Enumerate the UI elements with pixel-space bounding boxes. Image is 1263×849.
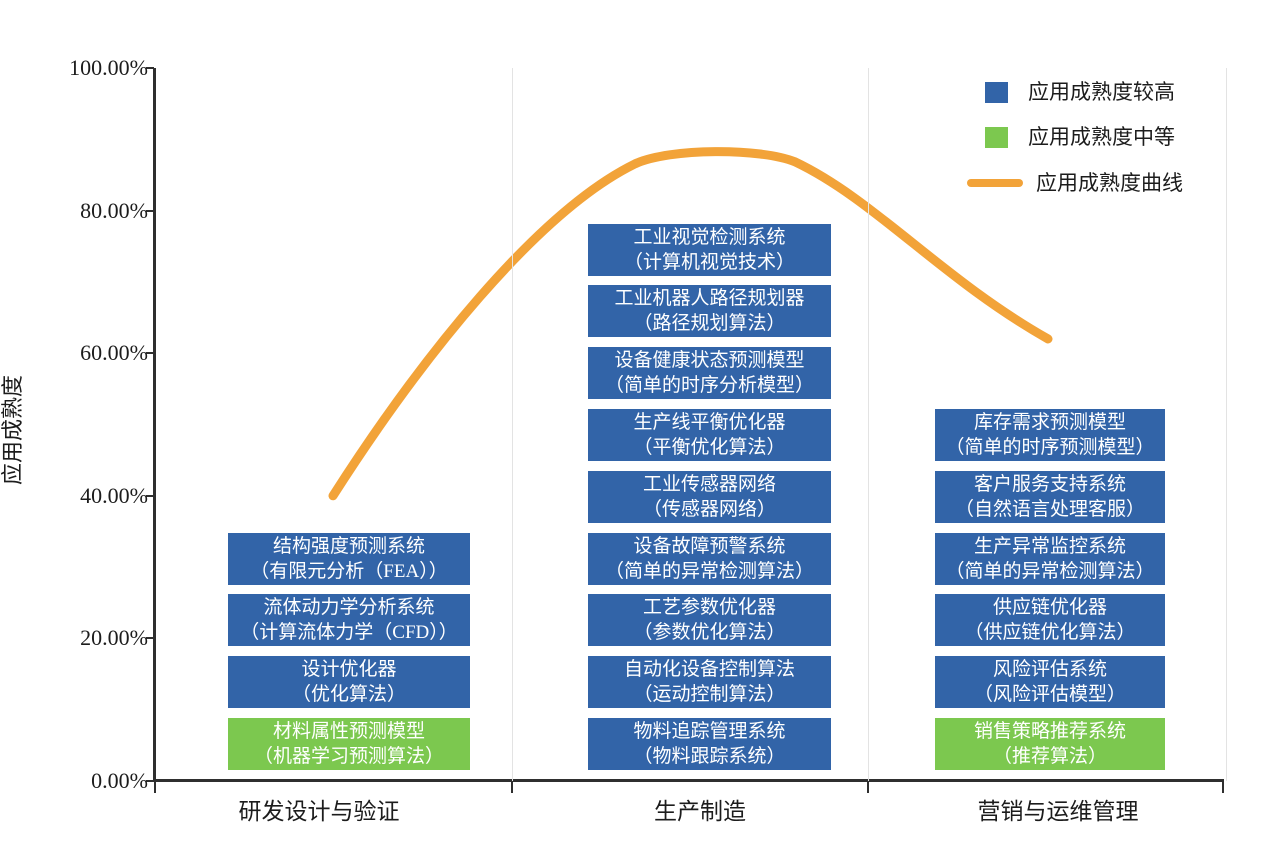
x-axis-line: [153, 779, 1224, 782]
maturity-box-subtitle: （路径规划算法）: [633, 313, 786, 335]
y-axis-line: [153, 68, 156, 781]
legend-square-swatch-icon: [985, 126, 1008, 148]
maturity-box: 工业机器人路径规划器 （路径规划算法）: [588, 285, 831, 338]
x-category-label: 营销与运维管理: [977, 799, 1139, 824]
maturity-box-subtitle: （参数优化算法）: [633, 622, 786, 644]
maturity-box: 工业传感器网络 （传感器网络）: [588, 470, 831, 523]
x-category-label: 生产制造: [654, 799, 746, 824]
maturity-box-title: 工业机器人路径规划器: [614, 288, 805, 310]
maturity-box-title: 工艺参数优化器: [642, 597, 776, 619]
maturity-box: 流体动力学分析系统 （计算流体力学（CFD））: [228, 594, 470, 647]
maturity-box: 销售策略推荐系统 （推荐算法）: [935, 718, 1165, 770]
legend-label: 应用成熟度曲线: [1036, 171, 1183, 195]
maturity-box: 设备健康状态预测模型 （简单的时序分析模型）: [588, 347, 831, 400]
y-tick-mark: [146, 352, 154, 355]
maturity-box-subtitle: （计算机视觉技术）: [623, 251, 795, 273]
y-tick-mark: [146, 780, 154, 782]
maturity-box-subtitle: （简单的异常检测算法）: [945, 560, 1155, 582]
maturity-box: 设备故障预警系统 （简单的异常检测算法）: [588, 532, 831, 585]
maturity-box-title: 材料属性预测模型: [272, 721, 425, 742]
category-divider: [868, 68, 869, 781]
maturity-box: 工业视觉检测系统 （计算机视觉技术）: [588, 223, 831, 276]
y-tick-label: 40.00%: [80, 482, 148, 508]
maturity-box-title: 设备故障预警系统: [633, 535, 786, 557]
maturity-box: 客户服务支持系统 （自然语言处理客服）: [935, 470, 1165, 523]
y-tick-label: 80.00%: [80, 197, 148, 223]
category-divider: [512, 68, 513, 781]
x-category-label: 研发设计与验证: [238, 799, 400, 824]
maturity-box-title: 设计优化器: [301, 659, 397, 681]
maturity-box-subtitle: （物料跟踪系统）: [633, 746, 786, 767]
maturity-box: 风险评估系统 （风险评估模型）: [935, 656, 1165, 709]
y-tick-mark: [146, 494, 154, 497]
y-tick-mark: [146, 209, 154, 212]
maturity-box-title: 库存需求预测模型: [973, 412, 1126, 433]
maturity-box: 自动化设备控制算法 （运动控制算法）: [588, 656, 831, 709]
y-tick-label: 60.00%: [80, 340, 148, 366]
legend-label: 应用成熟度较高: [1028, 80, 1175, 104]
maturity-box-title: 流体动力学分析系统: [263, 597, 435, 619]
legend-square-swatch-icon: [985, 81, 1008, 103]
maturity-box: 生产异常监控系统 （简单的异常检测算法）: [935, 532, 1165, 585]
maturity-box-subtitle: （运动控制算法）: [633, 684, 786, 706]
legend-item: 应用成熟度较高: [985, 78, 1175, 106]
y-tick-mark: [146, 637, 154, 640]
maturity-box: 设计优化器 （优化算法）: [228, 656, 470, 709]
maturity-box: 工艺参数优化器 （参数优化算法）: [588, 594, 831, 647]
maturity-box: 库存需求预测模型 （简单的时序预测模型）: [935, 409, 1165, 461]
maturity-box-subtitle: （平衡优化算法）: [633, 437, 786, 458]
maturity-box-subtitle: （机器学习预测算法）: [253, 746, 444, 767]
y-axis-title: 应用成熟度: [0, 375, 25, 486]
y-tick-label: 0.00%: [91, 768, 148, 793]
y-tick-mark: [146, 67, 154, 69]
maturity-curve-path: [328, 147, 1053, 501]
maturity-box-subtitle: （简单的时序预测模型）: [945, 437, 1155, 458]
maturity-box-title: 销售策略推荐系统: [973, 721, 1126, 742]
maturity-box: 供应链优化器 （供应链优化算法）: [935, 594, 1165, 647]
maturity-box-title: 风险评估系统: [992, 659, 1107, 681]
maturity-box-subtitle: （计算流体力学（CFD））: [240, 622, 458, 644]
maturity-box-title: 生产线平衡优化器: [633, 412, 786, 433]
y-tick-label: 20.00%: [80, 625, 148, 651]
y-tick-label: 100.00%: [69, 55, 148, 80]
maturity-box-title: 工业传感器网络: [642, 473, 776, 495]
maturity-box-subtitle: （推荐算法）: [992, 746, 1107, 767]
x-tick-mark: [511, 781, 513, 793]
maturity-box-title: 工业视觉检测系统: [633, 226, 786, 248]
maturity-box-title: 客户服务支持系统: [973, 473, 1126, 495]
maturity-box-subtitle: （传感器网络）: [642, 498, 776, 520]
plot-right-border: [1226, 68, 1227, 781]
maturity-box-subtitle: （供应链优化算法）: [964, 622, 1136, 644]
legend-label: 应用成熟度中等: [1028, 125, 1175, 149]
maturity-box-subtitle: （自然语言处理客服）: [954, 498, 1145, 520]
maturity-box-subtitle: （有限元分析（FEA））: [250, 560, 448, 582]
maturity-box-subtitle: （简单的时序分析模型）: [604, 375, 814, 397]
legend-item: 应用成熟度曲线: [967, 169, 1183, 197]
maturity-box: 材料属性预测模型 （机器学习预测算法）: [228, 718, 470, 770]
maturity-box-title: 物料追踪管理系统: [633, 721, 786, 742]
x-tick-mark: [1222, 781, 1224, 793]
maturity-box-title: 生产异常监控系统: [973, 535, 1126, 557]
x-tick-mark: [154, 781, 156, 793]
maturity-box-title: 自动化设备控制算法: [623, 659, 795, 681]
maturity-box-title: 结构强度预测系统: [272, 535, 425, 557]
maturity-box-subtitle: （优化算法）: [291, 684, 406, 706]
legend-curve-swatch-icon: [967, 179, 1023, 187]
maturity-box: 结构强度预测系统 （有限元分析（FEA））: [228, 532, 470, 585]
maturity-box-subtitle: （简单的异常检测算法）: [604, 560, 814, 582]
maturity-box-title: 供应链优化器: [992, 597, 1107, 619]
maturity-box-title: 设备健康状态预测模型: [614, 350, 805, 372]
maturity-box-subtitle: （风险评估模型）: [973, 684, 1126, 706]
legend-item: 应用成熟度中等: [985, 123, 1175, 151]
maturity-box: 物料追踪管理系统 （物料跟踪系统）: [588, 718, 831, 770]
x-tick-mark: [867, 781, 869, 793]
maturity-box: 生产线平衡优化器 （平衡优化算法）: [588, 409, 831, 461]
